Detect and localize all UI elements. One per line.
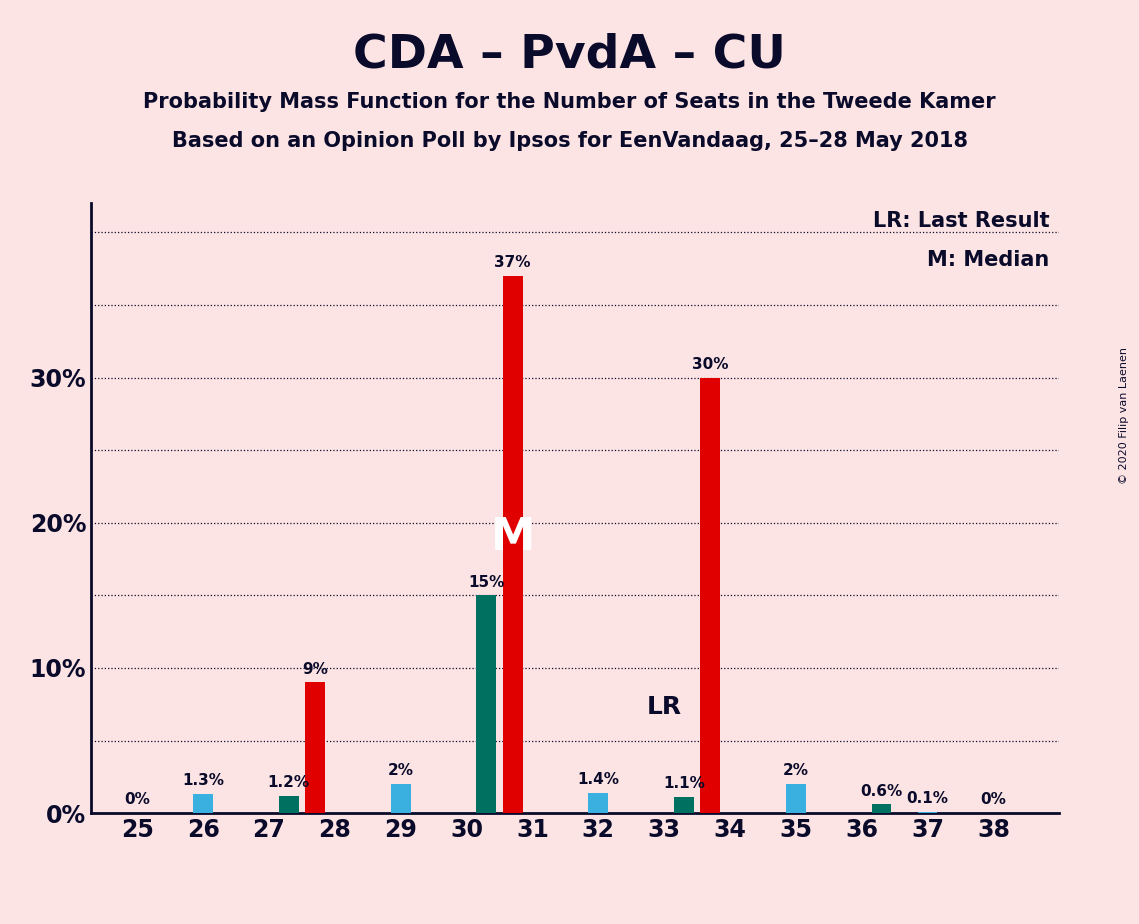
Bar <box>786 784 805 813</box>
Text: © 2020 Filip van Laenen: © 2020 Filip van Laenen <box>1120 347 1129 484</box>
Text: LR: Last Result: LR: Last Result <box>872 211 1049 231</box>
Bar <box>194 795 213 813</box>
Text: Probability Mass Function for the Number of Seats in the Tweede Kamer: Probability Mass Function for the Number… <box>144 92 995 113</box>
Text: 0.6%: 0.6% <box>860 784 902 798</box>
Text: 2%: 2% <box>782 763 809 778</box>
Text: LR: LR <box>647 695 681 719</box>
Text: 1.4%: 1.4% <box>577 772 620 787</box>
Bar <box>391 784 410 813</box>
Text: 15%: 15% <box>468 575 505 590</box>
Text: M: M <box>491 516 535 559</box>
Text: 1.2%: 1.2% <box>268 775 310 790</box>
Text: M: Median: M: Median <box>927 249 1049 270</box>
Text: 1.1%: 1.1% <box>663 776 705 791</box>
Text: CDA – PvdA – CU: CDA – PvdA – CU <box>353 32 786 78</box>
Text: 0%: 0% <box>981 792 1007 808</box>
Text: 2%: 2% <box>387 763 413 778</box>
Bar <box>918 811 937 813</box>
Text: 37%: 37% <box>494 255 531 270</box>
Bar <box>305 683 325 813</box>
Bar <box>700 378 720 813</box>
Text: 1.3%: 1.3% <box>182 773 224 788</box>
Bar <box>502 276 523 813</box>
Text: 0%: 0% <box>124 792 150 808</box>
Bar <box>589 793 608 813</box>
Bar <box>871 805 892 813</box>
Text: 0.1%: 0.1% <box>907 791 949 806</box>
Text: Based on an Opinion Poll by Ipsos for EenVandaag, 25–28 May 2018: Based on an Opinion Poll by Ipsos for Ee… <box>172 131 967 152</box>
Bar <box>476 595 497 813</box>
Bar <box>279 796 298 813</box>
Text: 30%: 30% <box>693 357 729 371</box>
Text: 9%: 9% <box>302 662 328 676</box>
Bar <box>674 797 694 813</box>
